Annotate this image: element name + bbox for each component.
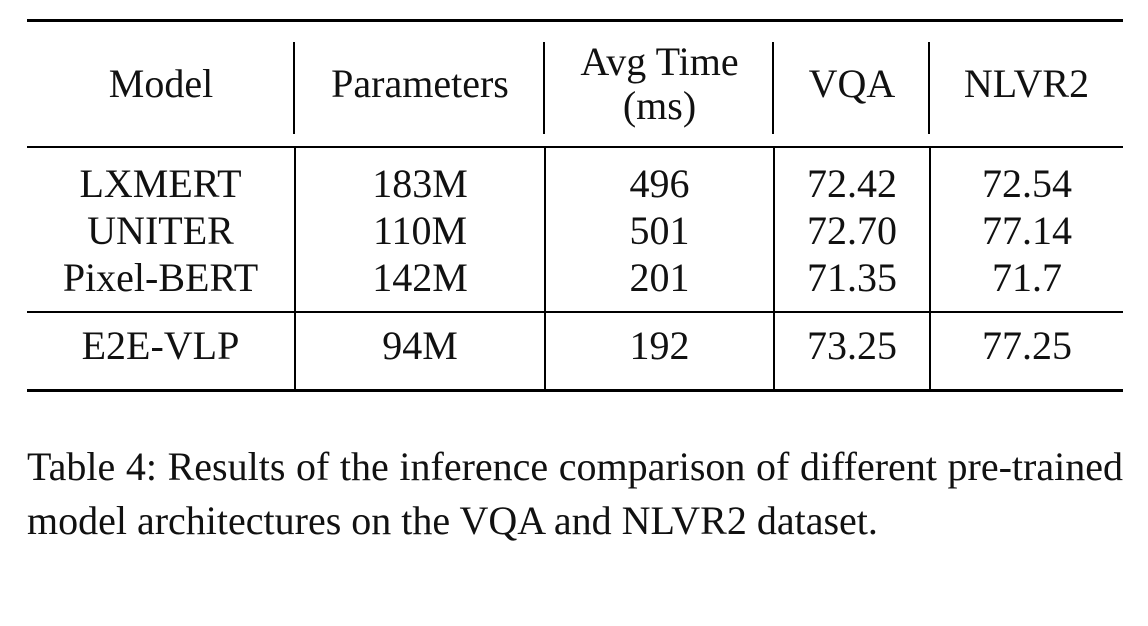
cell-parameters: 110M [295,206,546,254]
table-row: LXMERT 183M 496 72.42 72.54 [27,146,1123,207]
table-group-proposed: E2E-VLP 94M 192 73.25 77.25 [27,311,1123,390]
cell-vqa: 73.25 [774,311,931,390]
caption-text: Table 4: Results of the inference compar… [27,444,1123,543]
table-row: Pixel-BERT 142M 201 71.35 71.7 [27,253,1123,312]
table-row: E2E-VLP 94M 192 73.25 77.25 [27,311,1123,390]
cell-avg-time: 501 [545,206,775,254]
cell-nlvr2: 72.54 [982,160,1072,206]
results-table: Model Parameters Avg Time (ms) VQA NLVR2 … [27,19,1123,392]
cell-model: E2E-VLP [27,311,296,390]
cell-parameters: 142M [295,253,546,312]
cell-avg-time: 496 [545,146,775,207]
results-table-container: Model Parameters Avg Time (ms) VQA NLVR2 … [27,19,1123,392]
cell-vqa: 72.70 [774,206,931,254]
header-row: Model Parameters Avg Time (ms) VQA NLVR2 [27,20,1123,147]
cell-avg-time: 192 [545,311,775,390]
cell-model: UNITER [27,206,296,254]
header-vqa: VQA [774,21,930,147]
cell-nlvr2: 77.25 [982,322,1072,368]
cell-parameters: 94M [295,311,546,390]
cell-model: Pixel-BERT [27,253,296,312]
header-model: Model [27,21,295,147]
cell-vqa: 71.35 [774,253,931,312]
cell-model: LXMERT [27,146,296,207]
table-group-baselines: LXMERT 183M 496 72.42 72.54 UNITER 110M … [27,146,1123,312]
cell-nlvr2: 71.7 [992,254,1062,300]
cell-vqa: 72.42 [774,146,931,207]
header-nlvr2: NLVR2 [963,60,1090,106]
table-row: UNITER 110M 501 72.70 77.14 [27,206,1123,254]
cell-avg-time: 201 [545,253,775,312]
cell-parameters: 183M [295,146,546,207]
header-avg-time: Avg Time (ms) [545,21,774,147]
table-header: Model Parameters Avg Time (ms) VQA NLVR2 [27,20,1123,147]
header-parameters: Parameters [295,21,545,147]
table-caption: Table 4: Results of the inference compar… [27,440,1123,548]
cell-nlvr2: 77.14 [982,207,1072,253]
